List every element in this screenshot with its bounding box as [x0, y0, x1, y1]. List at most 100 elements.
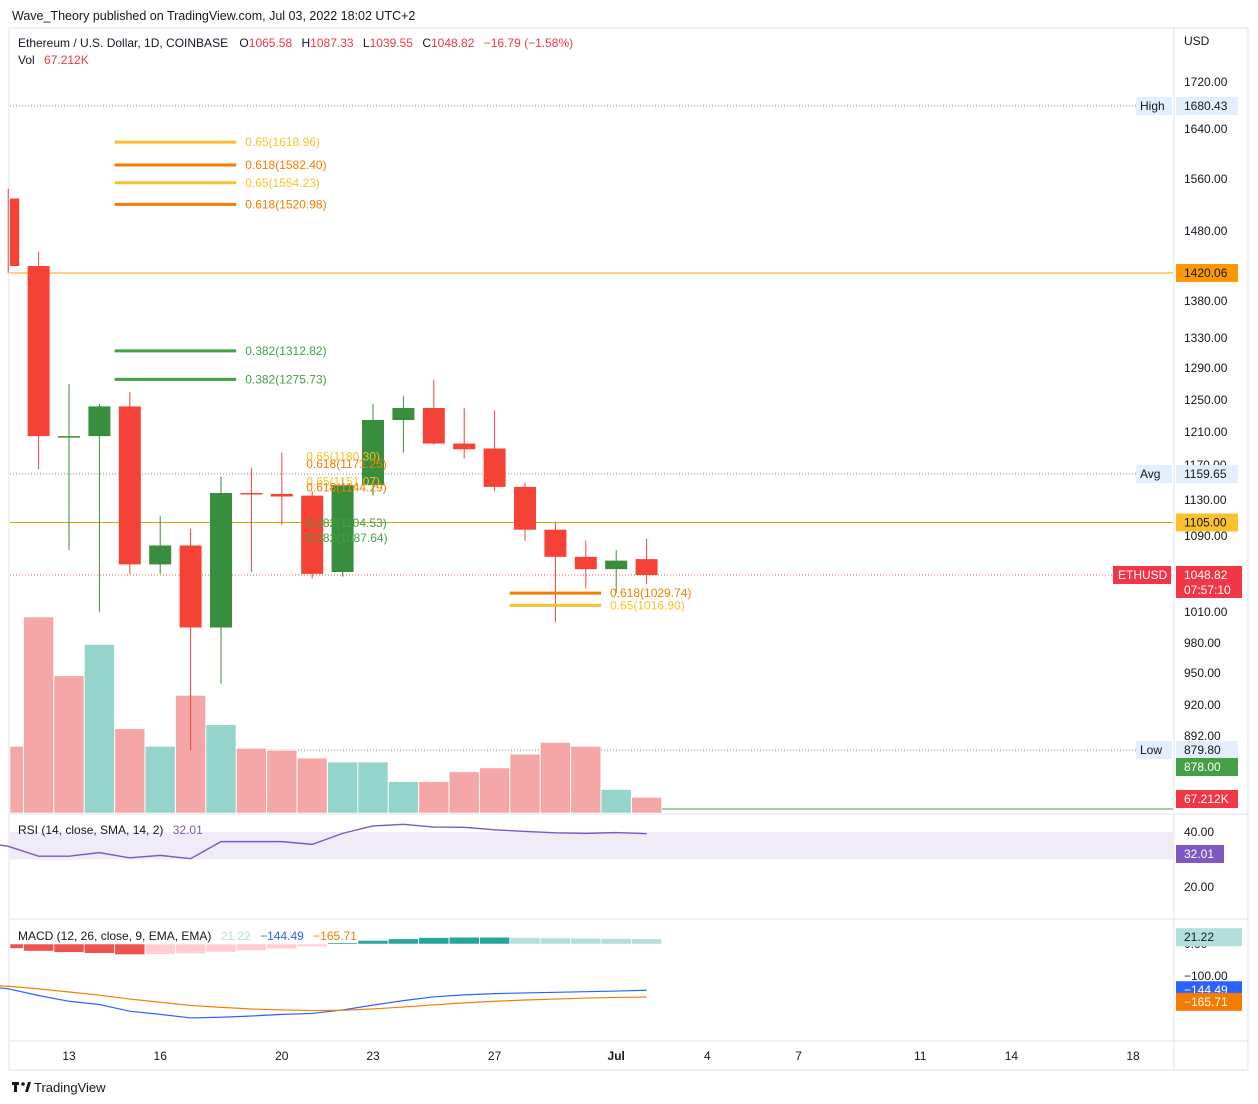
chart-frame — [8, 27, 1249, 1071]
signal-line — [0, 985, 647, 1012]
candle-body — [240, 493, 263, 495]
rsi-legend-label: RSI (14, close, SMA, 14, 2) — [18, 823, 163, 837]
price-tick: 980.00 — [1184, 636, 1221, 650]
volume-bar — [236, 748, 267, 814]
fib-label: 0.65(1618.96) — [245, 135, 320, 149]
level-1105-badge-bg — [1176, 513, 1238, 532]
time-tick: 23 — [366, 1049, 380, 1063]
macd-histogram-bar — [23, 943, 54, 952]
time-axis-ticks: 13 16 20 23 27 Jul 4 7 11 14 18 — [62, 1049, 1140, 1063]
symbol-tag-bg — [1113, 566, 1171, 584]
volume-bar — [53, 675, 85, 814]
volume-bar — [479, 767, 510, 814]
tradingview-logo-dot — [21, 1082, 25, 1086]
ohlc-legend: Ethereum / U.S. Dollar, 1D, COINBASE O 10… — [18, 36, 573, 50]
candle — [118, 392, 141, 574]
candle — [270, 452, 293, 526]
candle — [88, 404, 111, 612]
price-tick: 1290.00 — [1184, 361, 1228, 375]
macd-histogram-bar — [144, 943, 176, 955]
macd-histogram-bar — [266, 943, 298, 950]
candle — [331, 478, 354, 577]
fib-label: 0.382(1312.82) — [245, 344, 326, 358]
legend-c-label: C — [422, 36, 431, 50]
macd-histogram-bar — [631, 938, 662, 945]
volume-bar — [9, 746, 24, 814]
price-tick: 1720.00 — [1184, 75, 1228, 89]
fib-label: 0.65(1016.90) — [610, 598, 685, 612]
macd-histogram-bar — [236, 943, 267, 951]
hist-badge: 21.22 — [1184, 930, 1214, 944]
macd-line — [0, 987, 647, 1019]
legend-change: −16.79 (−1.58%) — [484, 36, 573, 50]
legend-o-label: O — [239, 36, 248, 50]
tradingview-logo-icon — [12, 1082, 19, 1092]
macd-histogram-bar — [84, 943, 115, 954]
price-tick: 892.00 — [1184, 729, 1221, 743]
rsi-badge-bg — [1176, 844, 1224, 863]
candle-body — [149, 545, 172, 565]
high-tag: High — [1140, 99, 1165, 113]
fib-label: 0.618(1144.29) — [306, 480, 387, 494]
fib-label: 0.618(1582.40) — [245, 158, 326, 172]
candle-body — [27, 266, 50, 437]
rsi-legend-value: 32.01 — [173, 823, 203, 837]
rsi-badge: 32.01 — [1184, 847, 1214, 861]
level-1420-badge-bg — [1176, 264, 1238, 282]
macd-histogram-bar — [570, 937, 602, 945]
candle — [149, 516, 172, 574]
tradingview-logo: TradingView — [12, 1080, 106, 1095]
price-tick: 1250.00 — [1184, 393, 1228, 407]
candle — [27, 252, 50, 470]
fib-label: 0.65(1554.23) — [245, 176, 320, 190]
time-tick: 18 — [1126, 1049, 1140, 1063]
high-tag-bg — [1136, 97, 1172, 115]
level-878-badge: 878.00 — [1184, 760, 1221, 774]
signal-badge: −165.71 — [1184, 995, 1228, 1009]
candle — [301, 491, 324, 579]
level-1420-badge: 1420.06 — [1184, 266, 1228, 280]
rsi-line — [0, 823, 647, 860]
volume-bar — [266, 749, 298, 814]
volume-badge-bg — [1176, 790, 1238, 808]
macd-histogram-bar — [418, 937, 450, 945]
candle — [422, 380, 445, 445]
legend-high: 1087.33 — [310, 36, 354, 50]
candle — [240, 467, 263, 572]
fib-label: 0.65(1180.30) — [306, 450, 380, 464]
macd-legend-signal: −165.71 — [313, 929, 357, 943]
candle — [362, 404, 384, 496]
candle — [635, 538, 658, 584]
low-price-badge-bg — [1176, 741, 1238, 759]
last-price-badge: 1048.82 — [1184, 568, 1228, 582]
volume-bar — [600, 789, 632, 814]
macd-legend-macd: −144.49 — [260, 929, 304, 943]
macd-legend: MACD (12, 26, close, 9, EMA, EMA) 21.22 … — [18, 929, 357, 943]
candle-body — [179, 545, 202, 628]
avg-tag-bg — [1136, 465, 1172, 484]
tradingview-logo-slash — [25, 1082, 31, 1092]
legend-low: 1039.55 — [370, 36, 414, 50]
avg-tag: Avg — [1140, 467, 1160, 481]
fib-label: 0.618(1029.74) — [610, 586, 691, 600]
avg-price-badge: 1159.65 — [1184, 467, 1227, 481]
candle-body — [270, 493, 293, 497]
macd-histogram-bar — [509, 937, 541, 945]
bar-countdown: 07:57:10 — [1184, 583, 1231, 597]
volume-bar — [84, 644, 115, 814]
price-tick: 1210.00 — [1184, 425, 1228, 439]
rsi-tick: 20.00 — [1184, 880, 1214, 894]
volume-bar — [357, 761, 389, 814]
time-tick: 14 — [1005, 1049, 1019, 1063]
time-tick: 27 — [488, 1049, 502, 1063]
legend-symbol: Ethereum / U.S. Dollar, 1D, COINBASE — [18, 36, 228, 50]
candle-body — [301, 495, 324, 574]
macd-histogram-bar — [53, 943, 85, 953]
macd-histogram-bar — [540, 937, 571, 945]
candle-body — [392, 408, 415, 420]
candle — [514, 482, 536, 541]
rsi-band — [10, 832, 1173, 860]
candle-body — [58, 436, 80, 438]
